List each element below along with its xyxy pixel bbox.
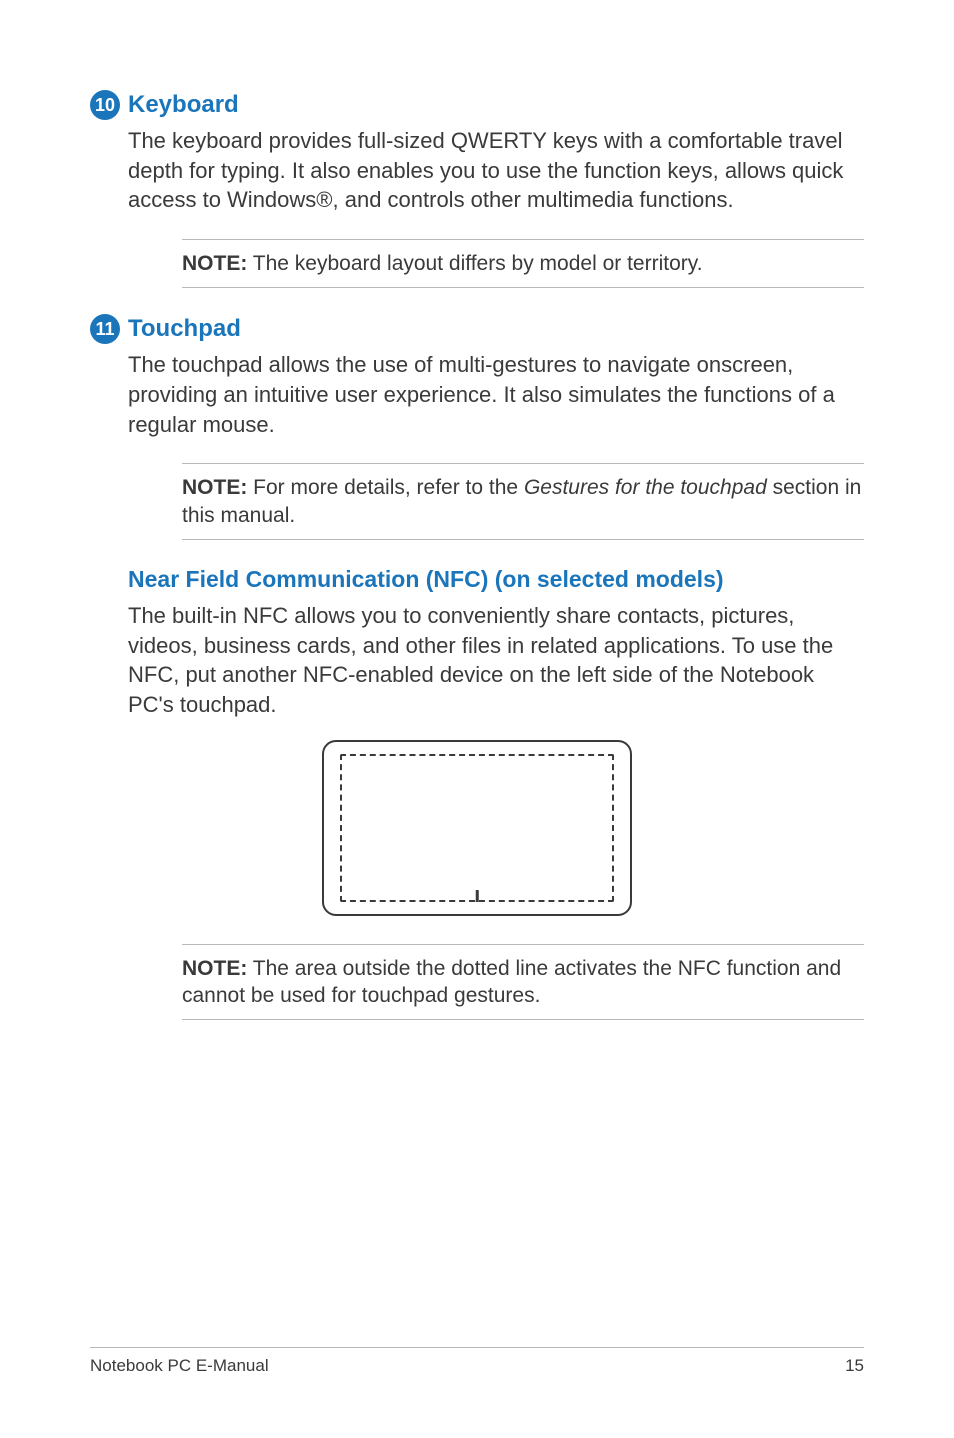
note-nfc: NOTE: The area outside the dotted line a…	[182, 944, 864, 1021]
heading-row: 11 Touchpad	[90, 314, 864, 344]
note-label: NOTE:	[182, 252, 247, 275]
subsection-title-nfc: Near Field Communication (NFC) (on selec…	[128, 566, 864, 593]
touchpad-figure	[90, 740, 864, 916]
body-text-keyboard: The keyboard provides full-sized QWERTY …	[128, 126, 864, 215]
section-title-touchpad: Touchpad	[128, 315, 241, 343]
section-title-keyboard: Keyboard	[128, 91, 239, 119]
note-text-a: For more details, refer to the	[247, 476, 524, 499]
section-touchpad: 11 Touchpad The touchpad allows the use …	[90, 314, 864, 1020]
footer-left: Notebook PC E-Manual	[90, 1356, 269, 1376]
page-footer: Notebook PC E-Manual 15	[90, 1347, 864, 1376]
note-touchpad: NOTE: For more details, refer to the Ges…	[182, 463, 864, 540]
callout-badge-11: 11	[90, 314, 120, 344]
callout-badge-10: 10	[90, 90, 120, 120]
touchpad-outline	[322, 740, 632, 916]
touchpad-center-tick	[476, 890, 479, 902]
body-text-nfc: The built-in NFC allows you to convenien…	[128, 601, 864, 720]
note-label: NOTE:	[182, 957, 247, 980]
note-italic: Gestures for the touchpad	[524, 476, 767, 499]
heading-row: 10 Keyboard	[90, 90, 864, 120]
note-text: The area outside the dotted line activat…	[182, 957, 841, 1007]
note-keyboard: NOTE: The keyboard layout differs by mod…	[182, 239, 864, 288]
touchpad-dashed-area	[340, 754, 614, 902]
footer-page-number: 15	[845, 1356, 864, 1376]
body-text-touchpad: The touchpad allows the use of multi-ges…	[128, 350, 864, 439]
section-keyboard: 10 Keyboard The keyboard provides full-s…	[90, 90, 864, 288]
note-label: NOTE:	[182, 476, 247, 499]
document-page: 10 Keyboard The keyboard provides full-s…	[0, 0, 954, 1438]
note-text: The keyboard layout differs by model or …	[247, 252, 702, 275]
